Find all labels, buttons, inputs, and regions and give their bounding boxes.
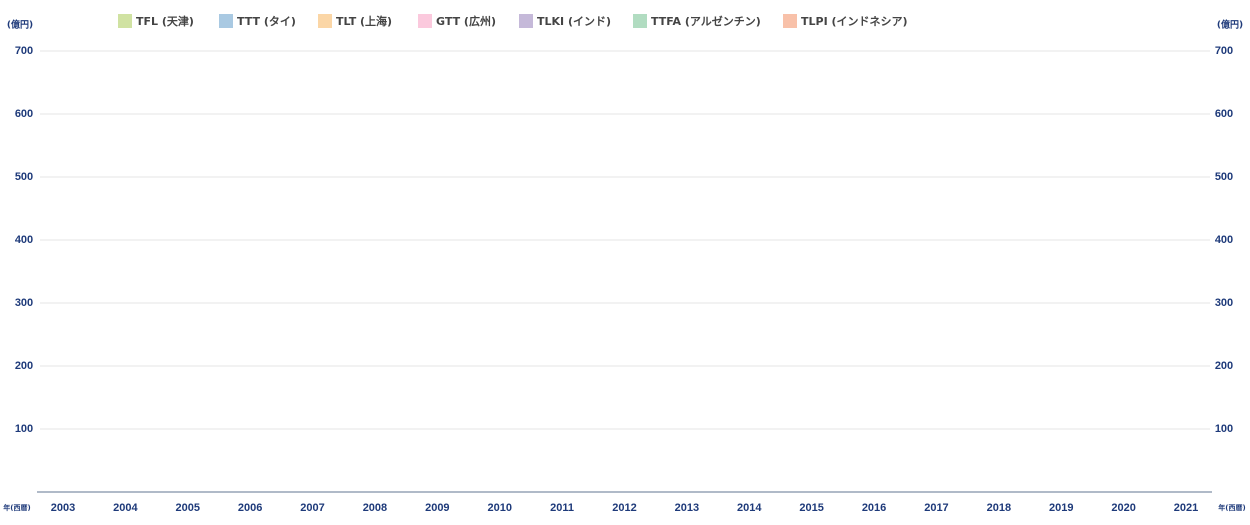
- x-tick-label: 2008: [363, 502, 387, 514]
- x-tick-label: 2007: [300, 502, 324, 514]
- legend-swatch: [318, 14, 332, 28]
- x-tick-label: 2019: [1049, 502, 1073, 514]
- x-tick-label: 2010: [487, 502, 511, 514]
- y-tick-label-right: 100: [1215, 423, 1233, 435]
- y-tick-label: 600: [15, 108, 33, 120]
- y-unit-left: (億円): [7, 19, 33, 31]
- x-tick-label: 2005: [176, 502, 200, 514]
- legend-swatch: [219, 14, 233, 28]
- legend-label: TLPI (インドネシア): [801, 15, 908, 28]
- x-tick-label: 2015: [799, 502, 823, 514]
- x-tick-label: 2009: [425, 502, 449, 514]
- legend-swatch: [418, 14, 432, 28]
- legend-swatch: [633, 14, 647, 28]
- y-tick-label: 400: [15, 234, 33, 246]
- legend-label: TLKI (インド): [537, 15, 611, 28]
- x-unit-left: 年(西暦): [3, 503, 30, 512]
- legend-label: GTT (広州): [436, 14, 496, 28]
- y-tick-label: 500: [15, 171, 33, 183]
- y-tick-label: 200: [15, 360, 33, 372]
- legend-label: TLT (上海): [336, 14, 392, 28]
- x-tick-label: 2021: [1174, 502, 1198, 514]
- legend-swatch: [519, 14, 533, 28]
- x-tick-label: 2014: [737, 502, 762, 514]
- x-tick-label: 2013: [675, 502, 699, 514]
- x-tick-label: 2004: [113, 502, 138, 514]
- x-tick-label: 2012: [612, 502, 636, 514]
- y-tick-label-right: 400: [1215, 234, 1233, 246]
- y-tick-label-right: 300: [1215, 297, 1233, 309]
- y-tick-label-right: 600: [1215, 108, 1233, 120]
- x-tick-label: 2011: [550, 502, 574, 514]
- x-unit-right: 年(西暦): [1218, 503, 1245, 512]
- legend-label: TFL (天津): [136, 14, 194, 28]
- y-tick-label: 300: [15, 297, 33, 309]
- legend-label: TTT (タイ): [237, 15, 296, 28]
- x-tick-label: 2003: [51, 502, 75, 514]
- y-tick-label-right: 200: [1215, 360, 1233, 372]
- legend-swatch: [783, 14, 797, 28]
- x-tick-label: 2020: [1111, 502, 1135, 514]
- legend-label: TTFA (アルゼンチン): [651, 14, 761, 28]
- y-tick-label: 100: [15, 423, 33, 435]
- x-tick-label: 2018: [987, 502, 1011, 514]
- y-tick-label-right: 700: [1215, 45, 1233, 57]
- y-tick-label: 700: [15, 45, 33, 57]
- legend-swatch: [118, 14, 132, 28]
- x-tick-label: 2006: [238, 502, 262, 514]
- x-tick-label: 2016: [862, 502, 886, 514]
- x-tick-label: 2017: [924, 502, 948, 514]
- y-tick-label-right: 500: [1215, 171, 1233, 183]
- y-unit-right: (億円): [1217, 19, 1243, 31]
